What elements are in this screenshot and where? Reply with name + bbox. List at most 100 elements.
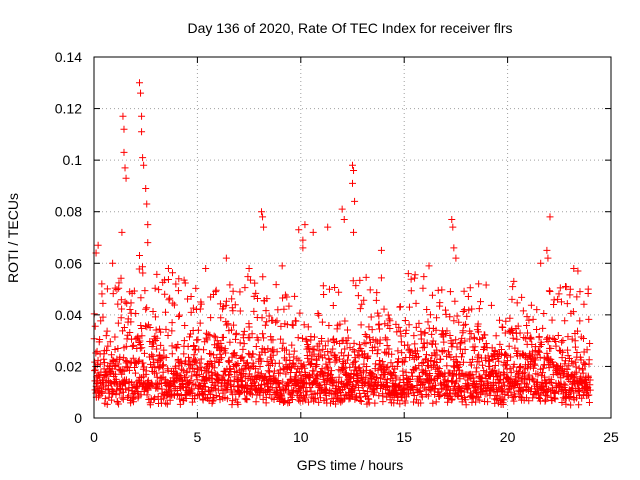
roti-point — [292, 317, 300, 325]
x-tick-label: 0 — [90, 429, 98, 445]
roti-point — [470, 346, 478, 354]
roti-point — [419, 344, 427, 352]
roti-point — [571, 358, 579, 366]
roti-point — [228, 401, 236, 409]
roti-point — [259, 330, 267, 338]
roti-point — [122, 174, 130, 182]
roti-point — [115, 279, 123, 287]
roti-point — [412, 323, 420, 331]
roti-point — [274, 306, 282, 314]
y-tick-label: 0 — [74, 410, 82, 426]
roti-point — [146, 401, 154, 409]
roti-point — [179, 380, 187, 388]
roti-point — [303, 337, 311, 345]
roti-point — [91, 322, 99, 330]
x-tick-label: 10 — [293, 429, 309, 445]
roti-point — [420, 343, 428, 351]
roti-point — [363, 392, 371, 400]
roti-point — [116, 353, 124, 361]
roti-point — [297, 371, 305, 379]
roti-point — [384, 383, 392, 391]
roti-point — [544, 254, 552, 262]
roti-point — [98, 290, 106, 298]
roti-point — [126, 329, 134, 337]
roti-point — [571, 337, 579, 345]
roti-point — [376, 374, 384, 382]
roti-point — [164, 332, 172, 340]
roti-point — [289, 361, 297, 369]
roti-point — [395, 355, 403, 363]
y-tick-label: 0.1 — [63, 152, 83, 168]
roti-point — [127, 399, 135, 407]
roti-point — [170, 301, 178, 309]
roti-point — [329, 301, 337, 309]
roti-point — [349, 381, 357, 389]
roti-point — [298, 334, 306, 342]
roti-point — [343, 326, 351, 334]
roti-point — [165, 296, 173, 304]
roti-point — [265, 312, 273, 320]
roti-point — [366, 334, 374, 342]
roti-point — [529, 394, 537, 402]
roti-point — [523, 380, 531, 388]
roti-point — [285, 302, 293, 310]
roti-point — [566, 285, 574, 293]
roti-point — [509, 329, 517, 337]
roti-point — [310, 346, 318, 354]
roti-point — [191, 358, 199, 366]
roti-point — [143, 323, 151, 331]
roti-point — [166, 396, 174, 404]
roti-point — [365, 380, 373, 388]
roti-point — [288, 341, 296, 349]
roti-point — [208, 368, 216, 376]
roti-point — [301, 221, 309, 229]
roti-point — [131, 369, 139, 377]
roti-point — [111, 333, 119, 341]
roti-point — [239, 345, 247, 353]
roti-point — [354, 384, 362, 392]
roti-point — [168, 319, 176, 327]
roti-point — [114, 344, 122, 352]
roti-point — [198, 367, 206, 375]
roti-point — [386, 317, 394, 325]
roti-point — [375, 312, 383, 320]
roti-point — [386, 324, 394, 332]
roti-point — [392, 374, 400, 382]
roti-point — [332, 400, 340, 408]
roti-point — [462, 320, 470, 328]
roti-point — [558, 399, 566, 407]
roti-point — [349, 179, 356, 187]
roti-point — [135, 356, 143, 364]
roti-point — [230, 321, 238, 329]
roti-point — [501, 361, 509, 369]
roti-point — [352, 357, 360, 365]
roti-point — [518, 293, 526, 301]
roti-point — [446, 313, 454, 321]
roti-point — [134, 333, 142, 341]
roti-point — [360, 339, 368, 347]
roti-point — [454, 392, 462, 400]
roti-point — [421, 329, 429, 337]
roti-point — [126, 305, 134, 313]
roti-point — [417, 399, 425, 407]
roti-point — [206, 331, 214, 339]
roti-point — [229, 307, 237, 315]
roti-point — [200, 346, 208, 354]
roti-point — [362, 373, 370, 381]
roti-point — [251, 372, 259, 380]
roti-point — [158, 374, 166, 382]
y-tick-label: 0.14 — [55, 49, 82, 65]
roti-point — [356, 305, 364, 313]
roti-point — [584, 285, 592, 293]
roti-point — [149, 367, 157, 375]
roti-point — [547, 345, 555, 353]
roti-point — [128, 342, 136, 350]
roti-point — [240, 340, 248, 348]
roti-point — [418, 359, 426, 367]
roti-point — [306, 348, 314, 356]
roti-point — [398, 349, 406, 357]
roti-point — [432, 359, 440, 367]
roti-point — [174, 287, 182, 295]
roti-point — [258, 208, 266, 216]
